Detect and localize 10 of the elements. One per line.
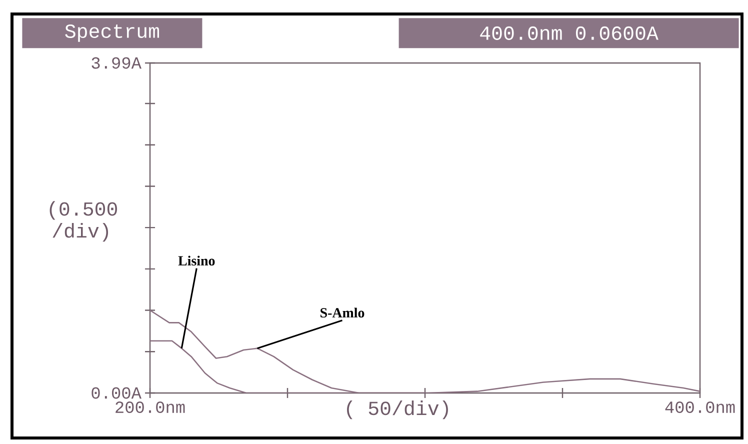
y-tick-label: 0.00A bbox=[92, 387, 142, 399]
y-tick-label: 3.99A bbox=[92, 57, 142, 69]
annotation: Lisino bbox=[178, 256, 215, 266]
chart-subtitle: 400.0nm 0.0600A bbox=[480, 26, 658, 40]
chart-title: Spectrum bbox=[65, 24, 159, 42]
y-axis-title: (0.500 /div) bbox=[50, 201, 117, 242]
annotation: S-Amlo bbox=[320, 308, 364, 318]
x-tick-label: 400.0nm bbox=[665, 402, 735, 414]
x-axis-title: ( 50/div) bbox=[347, 400, 448, 420]
x-tick-label: 200.0nm bbox=[116, 402, 185, 414]
